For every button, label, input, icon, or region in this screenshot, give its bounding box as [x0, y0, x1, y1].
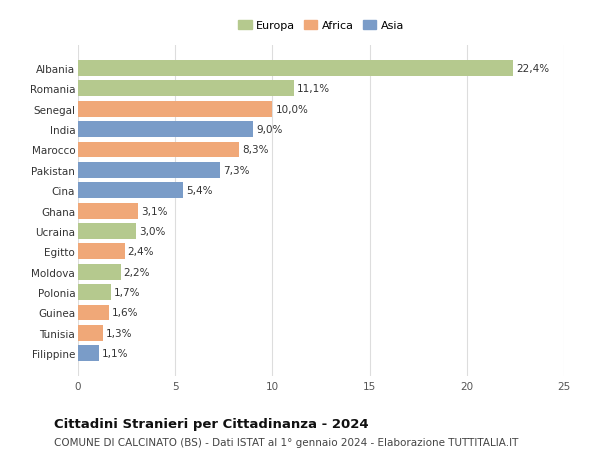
- Bar: [78, 203, 138, 219]
- Bar: [78, 162, 220, 179]
- Text: 1,6%: 1,6%: [112, 308, 139, 318]
- Text: 1,7%: 1,7%: [114, 287, 140, 297]
- Bar: [78, 142, 239, 158]
- Bar: [78, 244, 125, 260]
- Text: Cittadini Stranieri per Cittadinanza - 2024: Cittadini Stranieri per Cittadinanza - 2…: [54, 417, 368, 430]
- Text: 8,3%: 8,3%: [242, 145, 269, 155]
- Bar: [78, 305, 109, 321]
- Text: 3,0%: 3,0%: [139, 226, 166, 236]
- Bar: [78, 346, 100, 361]
- Text: 9,0%: 9,0%: [256, 125, 282, 135]
- Bar: [78, 122, 253, 138]
- Text: 1,3%: 1,3%: [106, 328, 133, 338]
- Text: 2,2%: 2,2%: [124, 267, 150, 277]
- Bar: [78, 183, 183, 199]
- Bar: [78, 101, 272, 118]
- Bar: [78, 224, 136, 240]
- Text: 1,1%: 1,1%: [102, 348, 129, 358]
- Bar: [78, 325, 103, 341]
- Bar: [78, 264, 121, 280]
- Text: 10,0%: 10,0%: [275, 105, 308, 114]
- Bar: [78, 61, 514, 77]
- Text: 3,1%: 3,1%: [141, 206, 167, 216]
- Bar: [78, 81, 294, 97]
- Text: 22,4%: 22,4%: [517, 64, 550, 74]
- Text: COMUNE DI CALCINATO (BS) - Dati ISTAT al 1° gennaio 2024 - Elaborazione TUTTITAL: COMUNE DI CALCINATO (BS) - Dati ISTAT al…: [54, 437, 518, 447]
- Bar: [78, 285, 111, 300]
- Text: 7,3%: 7,3%: [223, 166, 250, 175]
- Text: 11,1%: 11,1%: [297, 84, 330, 94]
- Text: 5,4%: 5,4%: [186, 186, 212, 196]
- Legend: Europa, Africa, Asia: Europa, Africa, Asia: [236, 18, 406, 33]
- Text: 2,4%: 2,4%: [128, 247, 154, 257]
